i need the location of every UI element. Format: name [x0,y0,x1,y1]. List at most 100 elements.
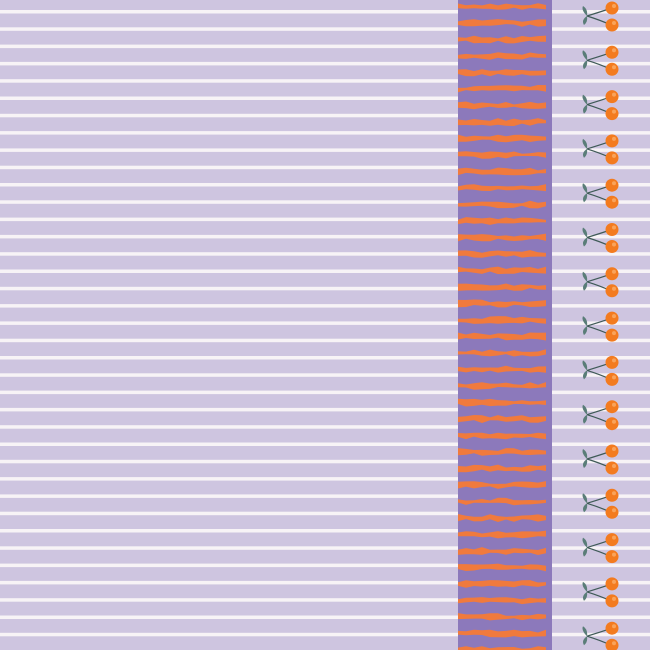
cherry [605,621,619,635]
orange-stripe [458,52,546,60]
highlight [612,447,616,451]
highlight [612,508,616,513]
highlight [612,269,616,274]
cherry [605,178,619,192]
orange-stripe [458,3,546,10]
white-stripe [0,286,650,291]
orange-stripe [458,299,546,308]
white-stripe [0,494,650,498]
cherry-pair [582,355,619,386]
highlight [612,641,616,646]
cherry [605,533,619,547]
cherry-pair [582,444,619,475]
white-stripe [0,546,650,550]
orange-stripe [458,200,546,209]
white-stripe [0,61,650,66]
white-stripe [0,44,650,49]
white-stripe [0,79,650,83]
white-stripe [0,234,650,239]
orange-stripe [458,580,546,588]
white-stripe [0,252,650,256]
cherry [605,195,619,209]
cherry [605,18,619,32]
orange-stripe [458,151,546,159]
cherry [605,372,619,386]
cherry-pair [582,223,619,253]
cherry [605,223,619,236]
white-stripe [0,390,650,395]
cherries [582,1,619,650]
white-stripe [0,217,650,222]
cherry-pair [582,178,619,209]
orange-stripe [458,563,546,572]
leaf [582,50,588,70]
cherry-pair [582,90,619,121]
cherry [605,594,619,608]
orange-stripe [458,266,546,275]
highlight [612,225,616,230]
cherry-pair [582,267,619,298]
cherry-pair [582,1,619,32]
white-stripe [0,563,650,568]
leaf [582,360,588,380]
white-stripe [0,27,650,31]
cherry [605,240,619,253]
white-stripe [0,113,650,118]
highlight [612,535,616,540]
highlight [612,552,616,557]
leaf [582,6,588,25]
orange-stripe [458,530,546,539]
leaf [582,626,588,646]
highlight [612,92,616,97]
cherry-pair [582,621,619,650]
cherry [605,550,619,564]
white-stripe [0,356,650,360]
leaf [582,537,588,557]
cherry [605,417,619,431]
leaf [582,183,588,203]
highlight [612,48,616,53]
leaf [582,138,588,158]
orange-stripe [458,432,546,440]
cherry [605,400,619,414]
highlight [612,624,616,629]
orange-stripe [458,514,546,522]
orange-stripe [458,448,546,456]
white-stripe [0,373,650,377]
cherry [605,62,619,76]
highlight [612,109,616,114]
highlight [612,579,616,584]
highlight [612,331,616,336]
cherry [605,45,619,59]
highlight [612,314,616,319]
cherry [605,328,619,342]
orange-stripe [458,415,546,423]
white-stripe [0,615,650,619]
orange-stripe [458,547,546,555]
highlight [612,402,616,407]
cherry [605,505,619,519]
orange-stripe [458,217,546,225]
orange-stripe [458,464,546,473]
orange-stripe [458,250,546,258]
orange-stripe [458,597,546,605]
orange-stripe [458,101,546,110]
cherry [605,444,619,458]
orange-stripe [458,365,546,373]
leaf [582,581,588,601]
leaf [582,227,588,247]
cherry [605,1,619,15]
orange-stripe [458,497,546,506]
highlight [612,464,616,468]
orange-stripe [458,35,546,44]
leaf [582,449,588,468]
cherry-pair [582,311,619,342]
white-stripe [0,165,650,170]
white-stripe [0,407,650,412]
highlight [612,4,616,8]
cherry [605,311,619,325]
orange-stripe [458,646,546,650]
cherry [605,488,619,502]
white-stripe [0,96,650,100]
highlight [612,375,616,380]
